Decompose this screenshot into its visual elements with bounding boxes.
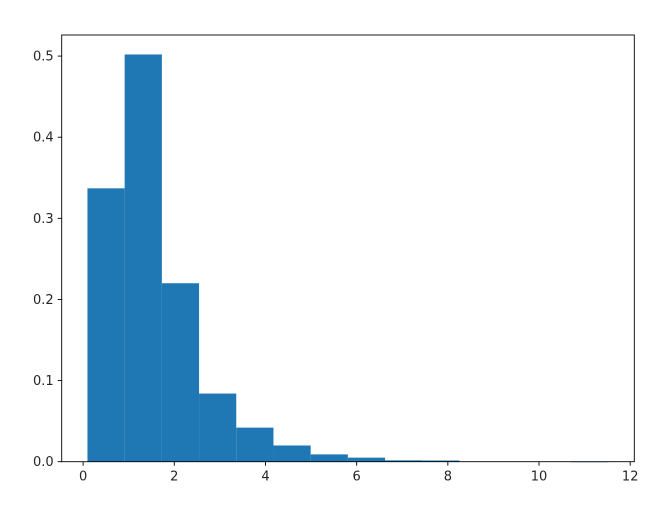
histogram-bar <box>124 54 162 462</box>
y-tick-label: 0.0 <box>33 455 54 470</box>
axes-frame <box>61 34 635 463</box>
histogram-bar <box>236 427 274 462</box>
histogram-bar <box>422 460 460 462</box>
x-axis: 0 2 4 6 8 10 12 <box>79 461 639 485</box>
y-tick-label: 0.5 <box>33 50 54 65</box>
histogram-bar <box>273 445 311 462</box>
x-tick-label: 4 <box>261 470 269 485</box>
bars <box>87 54 609 463</box>
x-tick-label: 12 <box>622 470 639 485</box>
histogram-bar <box>199 393 237 462</box>
y-axis: 0.0 0.1 0.2 0.3 0.4 0.5 <box>33 50 62 470</box>
y-tick-label: 0.2 <box>33 293 54 308</box>
x-tick-label: 8 <box>444 470 452 485</box>
y-tick-label: 0.4 <box>33 131 54 146</box>
y-tick-label: 0.1 <box>33 374 54 389</box>
x-tick-label: 6 <box>353 470 361 485</box>
x-tick-label: 10 <box>531 470 548 485</box>
x-tick-label: 0 <box>79 470 87 485</box>
y-tick-label: 0.3 <box>33 212 54 227</box>
histogram-bar <box>161 283 200 462</box>
histogram-bar <box>87 188 125 462</box>
histogram-bar <box>385 460 423 462</box>
x-tick-label: 2 <box>170 470 178 485</box>
histogram-bar <box>310 454 348 462</box>
histogram-bar <box>347 457 386 462</box>
